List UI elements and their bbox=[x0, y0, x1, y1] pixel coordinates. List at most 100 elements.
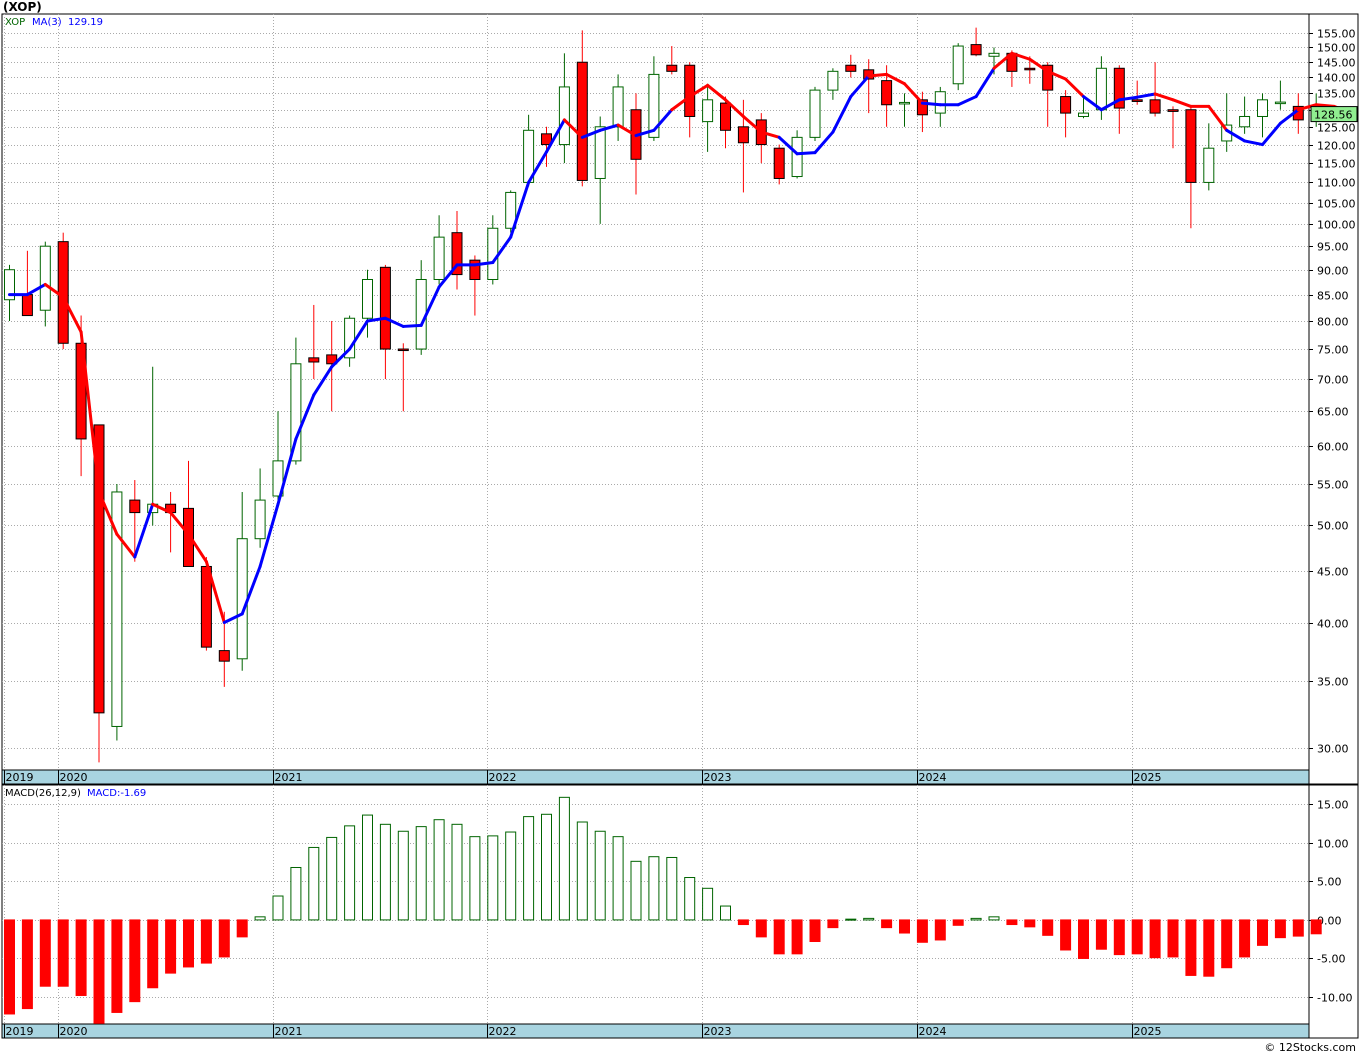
macd-bar bbox=[200, 919, 212, 964]
candle-body bbox=[558, 86, 570, 146]
macd-bar bbox=[1167, 919, 1179, 958]
ma-segment bbox=[97, 490, 119, 536]
candle-body bbox=[1024, 67, 1036, 71]
ma-segment bbox=[133, 502, 155, 559]
macd-bar bbox=[1149, 919, 1161, 959]
macd-bar bbox=[1221, 919, 1233, 969]
macd-legend-label: MACD(26,12,9) bbox=[5, 788, 81, 799]
macd-bar bbox=[290, 866, 302, 921]
macd-tick-label: 15.00 bbox=[1317, 799, 1349, 812]
price-tick-label: 110.00 bbox=[1317, 177, 1356, 190]
macd-bar bbox=[881, 919, 893, 929]
ma-segment bbox=[1117, 95, 1139, 102]
ma-segment bbox=[652, 108, 674, 132]
legend-ma-label: MA(3) bbox=[32, 17, 62, 28]
candle-body bbox=[1274, 101, 1286, 105]
candle-body bbox=[21, 294, 33, 317]
candle-body bbox=[39, 245, 51, 311]
macd-bar bbox=[809, 919, 821, 943]
ma-segment bbox=[974, 66, 996, 99]
candle bbox=[1042, 62, 1054, 127]
ma-segment bbox=[777, 135, 799, 156]
macd-bar bbox=[791, 919, 803, 955]
price-tick-label: 50.00 bbox=[1317, 520, 1349, 533]
candle-body bbox=[362, 278, 373, 319]
candle bbox=[57, 232, 69, 350]
price-year-label: 2020 bbox=[60, 771, 88, 784]
macd-bar bbox=[737, 919, 749, 926]
candle bbox=[1167, 106, 1179, 149]
price-year-label: 2021 bbox=[275, 771, 303, 784]
candle bbox=[970, 27, 982, 57]
candle-body bbox=[505, 191, 517, 229]
ma-segment bbox=[885, 72, 906, 86]
ma-segment bbox=[545, 118, 566, 154]
candle-body bbox=[1078, 112, 1089, 117]
ma-segment bbox=[562, 118, 584, 139]
candle-body bbox=[809, 89, 821, 138]
price-date-band bbox=[1, 769, 1310, 785]
candle bbox=[899, 93, 910, 127]
macd-bar bbox=[147, 919, 159, 989]
ma-segment bbox=[330, 347, 352, 369]
ma-segment bbox=[366, 316, 387, 323]
macd-bar bbox=[648, 856, 660, 921]
ma-segment bbox=[1010, 51, 1032, 61]
ma-segment bbox=[741, 114, 763, 134]
ma-segment bbox=[724, 98, 745, 118]
price-plot-frame bbox=[1, 13, 1310, 771]
macd-bar bbox=[988, 916, 1000, 921]
ma-segment bbox=[1171, 98, 1193, 108]
candle bbox=[702, 83, 714, 152]
macd-bar bbox=[487, 835, 499, 921]
ma-segment bbox=[258, 502, 280, 568]
price-tick-label: 115.00 bbox=[1317, 158, 1356, 171]
candle bbox=[451, 211, 463, 290]
last-price-box bbox=[1310, 106, 1358, 123]
candle-body bbox=[720, 102, 731, 131]
candle-body bbox=[594, 126, 606, 179]
macd-bar bbox=[899, 919, 910, 934]
macd-year-label: 2022 bbox=[489, 1025, 517, 1038]
price-tick-label: 140.00 bbox=[1317, 72, 1356, 85]
candle-body bbox=[326, 354, 338, 365]
price-tick-label: 90.00 bbox=[1317, 265, 1349, 278]
price-grid: 30.00 35.00 40.00 45.00 50.00 55.00 60.00 65.00… bbox=[2, 14, 1356, 784]
macd-bar bbox=[75, 919, 87, 996]
ma-segment bbox=[240, 564, 262, 616]
candle-body bbox=[344, 317, 356, 359]
price-tick-label: 155.00 bbox=[1317, 28, 1356, 41]
macd-bar bbox=[845, 918, 857, 921]
candle-body bbox=[881, 80, 893, 106]
ma-segment bbox=[1225, 128, 1247, 143]
candle bbox=[648, 56, 660, 141]
ma-segment bbox=[1135, 92, 1157, 99]
price-tick-label: 30.00 bbox=[1317, 743, 1349, 756]
macd-bar bbox=[326, 836, 338, 921]
candle bbox=[93, 424, 105, 763]
ma-segment bbox=[759, 130, 781, 139]
price-tick-label: 65.00 bbox=[1317, 406, 1349, 419]
ma-segment bbox=[25, 282, 47, 297]
candle-body bbox=[218, 650, 230, 662]
legend-ma-value: 129.19 bbox=[68, 17, 103, 28]
price-tick-label: 55.00 bbox=[1317, 479, 1349, 492]
ma-segment bbox=[1278, 108, 1300, 125]
price-tick-label: 95.00 bbox=[1317, 241, 1349, 254]
macd-year-label: 2023 bbox=[704, 1025, 732, 1038]
macd-bar bbox=[720, 905, 731, 921]
ma-segment bbox=[294, 393, 316, 441]
candle-body bbox=[1185, 109, 1197, 183]
candle bbox=[4, 264, 15, 321]
macd-bar bbox=[916, 919, 928, 943]
macd-tick-label: -5.00 bbox=[1317, 953, 1345, 966]
ma-segment bbox=[795, 151, 817, 156]
macd-bar bbox=[1310, 919, 1322, 935]
macd-bar bbox=[1006, 919, 1018, 926]
last-price-label: 128.56 bbox=[1314, 109, 1353, 122]
price-year-label: 2019 bbox=[6, 771, 34, 784]
macd-bar bbox=[684, 877, 696, 921]
candle bbox=[344, 315, 356, 367]
candle-body bbox=[308, 357, 320, 363]
